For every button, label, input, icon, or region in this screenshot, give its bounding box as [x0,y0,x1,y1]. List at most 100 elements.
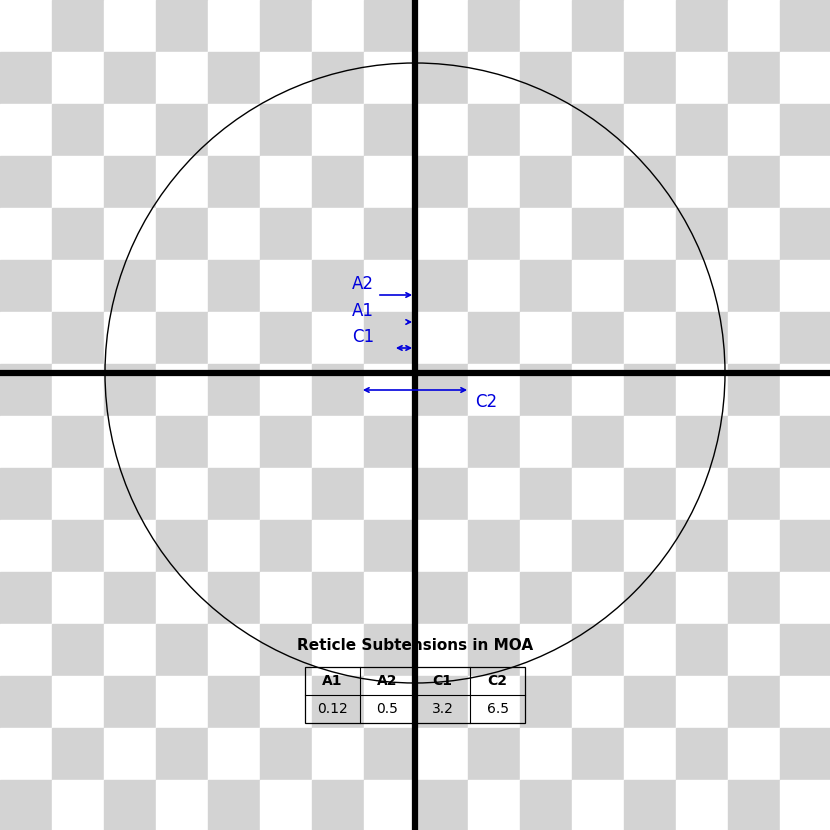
Bar [624,312,676,364]
Bar [364,572,416,624]
Bar [0,468,52,520]
Bar [728,312,780,364]
Bar [208,780,260,830]
Bar [416,260,468,312]
Bar [520,728,572,780]
Bar [520,468,572,520]
Bar [416,0,468,52]
Bar [416,364,468,416]
Bar [676,728,728,780]
Bar [416,416,468,468]
Bar [780,156,830,208]
Bar [624,728,676,780]
Bar [364,260,416,312]
Bar [364,520,416,572]
Bar [104,780,156,830]
Bar [468,468,520,520]
Bar [624,468,676,520]
Bar [156,728,208,780]
Bar [780,260,830,312]
Text: A1: A1 [352,302,374,320]
Bar [728,520,780,572]
Text: A2: A2 [352,275,374,293]
Bar [104,156,156,208]
Bar [676,624,728,676]
Bar [0,416,52,468]
Bar [572,156,624,208]
Bar [208,104,260,156]
Bar [468,0,520,52]
Bar [728,364,780,416]
Bar [0,156,52,208]
Bar [52,572,104,624]
Bar [0,104,52,156]
Bar [156,312,208,364]
Bar [312,416,364,468]
Bar [104,312,156,364]
Bar [312,104,364,156]
Bar [572,468,624,520]
Bar [0,312,52,364]
Bar [104,416,156,468]
Bar [624,572,676,624]
Bar [624,520,676,572]
Text: C1: C1 [352,328,374,346]
Bar [156,0,208,52]
Bar [208,416,260,468]
Bar [572,260,624,312]
Bar [104,260,156,312]
Bar [780,208,830,260]
Bar [104,676,156,728]
Bar [520,208,572,260]
Bar [780,780,830,830]
Bar [416,312,468,364]
Bar [208,260,260,312]
Bar [676,312,728,364]
Bar [468,520,520,572]
Text: 0.12: 0.12 [317,702,348,716]
Bar [208,520,260,572]
Bar [520,0,572,52]
Bar [728,260,780,312]
Bar [728,468,780,520]
Bar [156,416,208,468]
Bar [676,468,728,520]
Bar [728,572,780,624]
Bar [468,676,520,728]
Bar [624,676,676,728]
Bar [0,728,52,780]
Text: A1: A1 [322,674,343,688]
Bar [260,52,312,104]
Bar [520,780,572,830]
Bar [468,52,520,104]
Bar [676,572,728,624]
Bar [260,364,312,416]
Bar [208,52,260,104]
Bar [52,468,104,520]
Bar [156,104,208,156]
Bar [468,208,520,260]
Bar [468,416,520,468]
Bar [624,624,676,676]
Bar [676,676,728,728]
Bar [780,312,830,364]
Text: 6.5: 6.5 [486,702,509,716]
Bar [520,260,572,312]
Bar [0,572,52,624]
Bar [156,364,208,416]
Bar [520,416,572,468]
Bar [416,780,468,830]
Bar [0,260,52,312]
Bar [52,260,104,312]
Bar [208,572,260,624]
Bar [312,624,364,676]
Bar [52,52,104,104]
Bar [780,52,830,104]
Bar [364,104,416,156]
Bar [364,52,416,104]
Bar [312,52,364,104]
Bar [364,156,416,208]
Bar [312,676,364,728]
Bar [260,0,312,52]
Bar [416,104,468,156]
